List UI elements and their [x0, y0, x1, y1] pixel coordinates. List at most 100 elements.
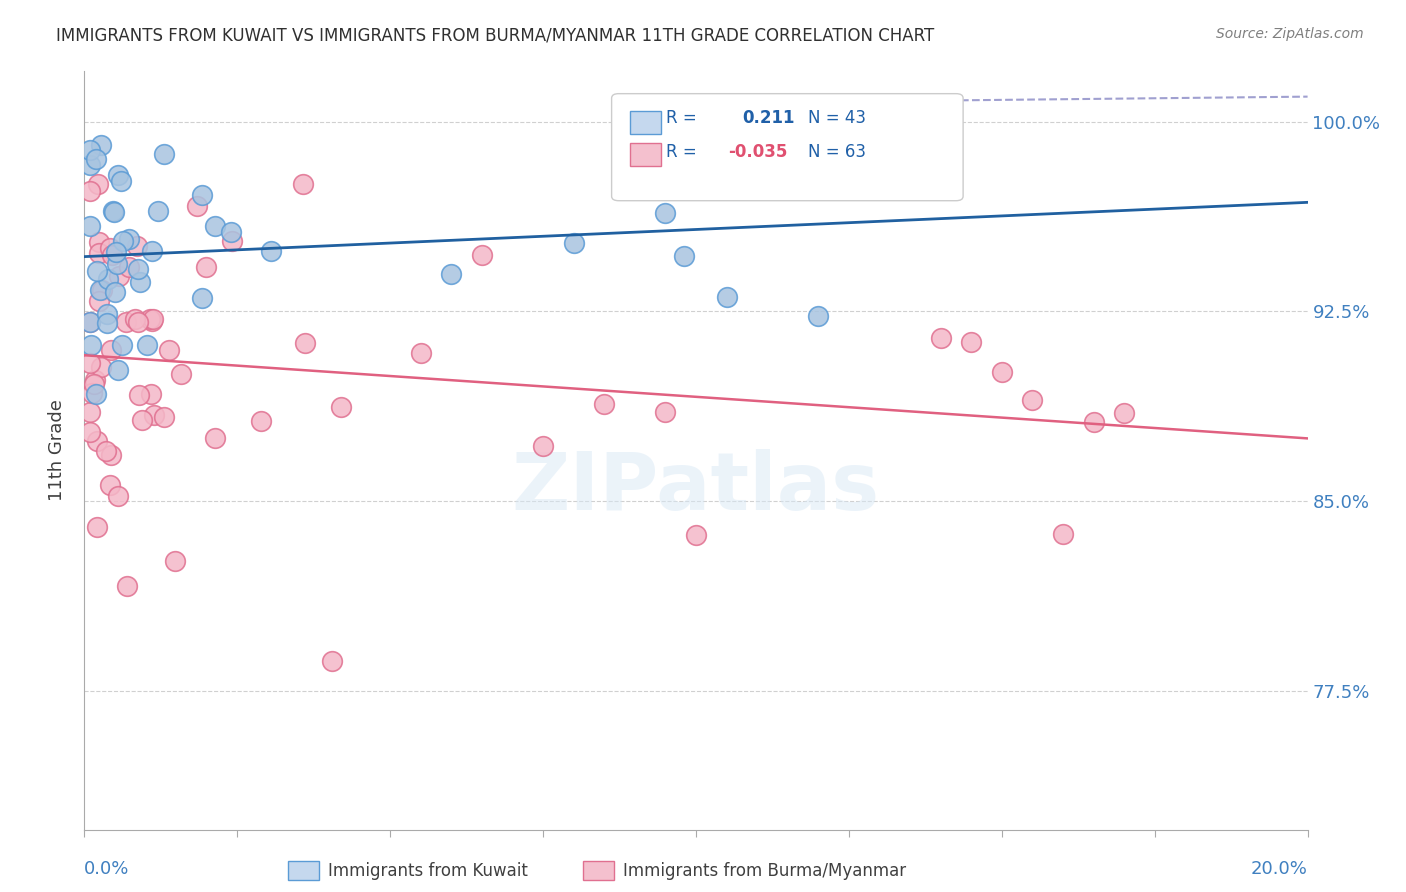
- Point: [127, 262, 149, 277]
- Point: [100, 448, 122, 462]
- Point: [79, 219, 101, 234]
- Point: [593, 397, 616, 411]
- Point: [96, 444, 118, 458]
- Point: [330, 400, 353, 414]
- Point: [103, 205, 125, 219]
- Point: [80, 338, 103, 352]
- Text: 0.211: 0.211: [742, 109, 794, 127]
- Point: [672, 248, 695, 262]
- Point: [929, 331, 952, 345]
- Text: Immigrants from Kuwait: Immigrants from Kuwait: [328, 862, 527, 880]
- Point: [776, 128, 799, 142]
- Point: [153, 147, 176, 161]
- Point: [115, 579, 138, 593]
- Point: [129, 276, 152, 290]
- Point: [747, 128, 769, 143]
- Point: [153, 410, 176, 425]
- Point: [1083, 415, 1105, 429]
- Point: [86, 434, 108, 448]
- Point: [141, 387, 163, 401]
- Point: [110, 174, 132, 188]
- Point: [86, 264, 108, 278]
- Point: [107, 489, 129, 503]
- Point: [131, 413, 153, 427]
- Text: R =: R =: [666, 109, 697, 127]
- Text: ZIPatlas: ZIPatlas: [512, 450, 880, 527]
- Point: [112, 234, 135, 248]
- Point: [118, 260, 141, 275]
- Point: [107, 268, 129, 283]
- Point: [86, 520, 108, 534]
- Point: [142, 312, 165, 326]
- Point: [100, 248, 122, 262]
- Point: [79, 356, 101, 370]
- Point: [321, 654, 343, 668]
- Point: [79, 158, 101, 172]
- Point: [105, 257, 128, 271]
- Point: [127, 315, 149, 329]
- Point: [107, 168, 129, 182]
- Point: [104, 285, 127, 300]
- Text: 0.0%: 0.0%: [84, 860, 129, 878]
- Point: [562, 235, 585, 250]
- Y-axis label: 11th Grade: 11th Grade: [48, 400, 66, 501]
- Point: [440, 267, 463, 281]
- Point: [139, 311, 162, 326]
- Point: [654, 205, 676, 219]
- Point: [84, 386, 107, 401]
- Point: [291, 178, 314, 192]
- Point: [79, 315, 101, 329]
- Point: [100, 343, 122, 357]
- Point: [101, 204, 124, 219]
- Point: [221, 234, 243, 248]
- Point: [128, 388, 150, 402]
- Point: [87, 235, 110, 249]
- Point: [79, 184, 101, 198]
- Point: [531, 439, 554, 453]
- Point: [1021, 392, 1043, 407]
- Text: N = 43: N = 43: [808, 109, 866, 127]
- Point: [807, 309, 830, 323]
- Point: [136, 338, 159, 352]
- Text: Immigrants from Burma/Myanmar: Immigrants from Burma/Myanmar: [623, 862, 905, 880]
- Text: R =: R =: [666, 143, 697, 161]
- Point: [89, 246, 111, 260]
- Point: [409, 346, 432, 360]
- Point: [204, 219, 226, 233]
- Text: -0.035: -0.035: [728, 143, 787, 161]
- Point: [186, 199, 208, 213]
- Point: [204, 431, 226, 445]
- Point: [191, 291, 214, 305]
- Point: [157, 343, 180, 357]
- Point: [80, 386, 103, 401]
- Text: Source: ZipAtlas.com: Source: ZipAtlas.com: [1216, 27, 1364, 41]
- Point: [79, 143, 101, 157]
- Point: [260, 244, 283, 259]
- Point: [90, 283, 112, 297]
- Point: [219, 225, 242, 239]
- Point: [84, 373, 107, 387]
- Point: [97, 272, 120, 286]
- Point: [87, 178, 110, 192]
- Point: [716, 291, 738, 305]
- Point: [115, 315, 138, 329]
- Point: [294, 335, 316, 350]
- Point: [148, 204, 170, 219]
- Point: [89, 293, 111, 308]
- Point: [190, 187, 212, 202]
- Point: [118, 232, 141, 246]
- Point: [141, 244, 163, 258]
- Point: [141, 314, 163, 328]
- Point: [111, 338, 134, 352]
- Text: 20.0%: 20.0%: [1251, 860, 1308, 878]
- Point: [127, 238, 149, 252]
- Point: [79, 404, 101, 418]
- Point: [1114, 406, 1136, 420]
- Point: [83, 377, 105, 392]
- Point: [90, 360, 112, 375]
- Point: [124, 312, 146, 326]
- Point: [654, 405, 676, 419]
- Point: [249, 414, 271, 428]
- Point: [90, 138, 112, 153]
- Point: [96, 306, 118, 320]
